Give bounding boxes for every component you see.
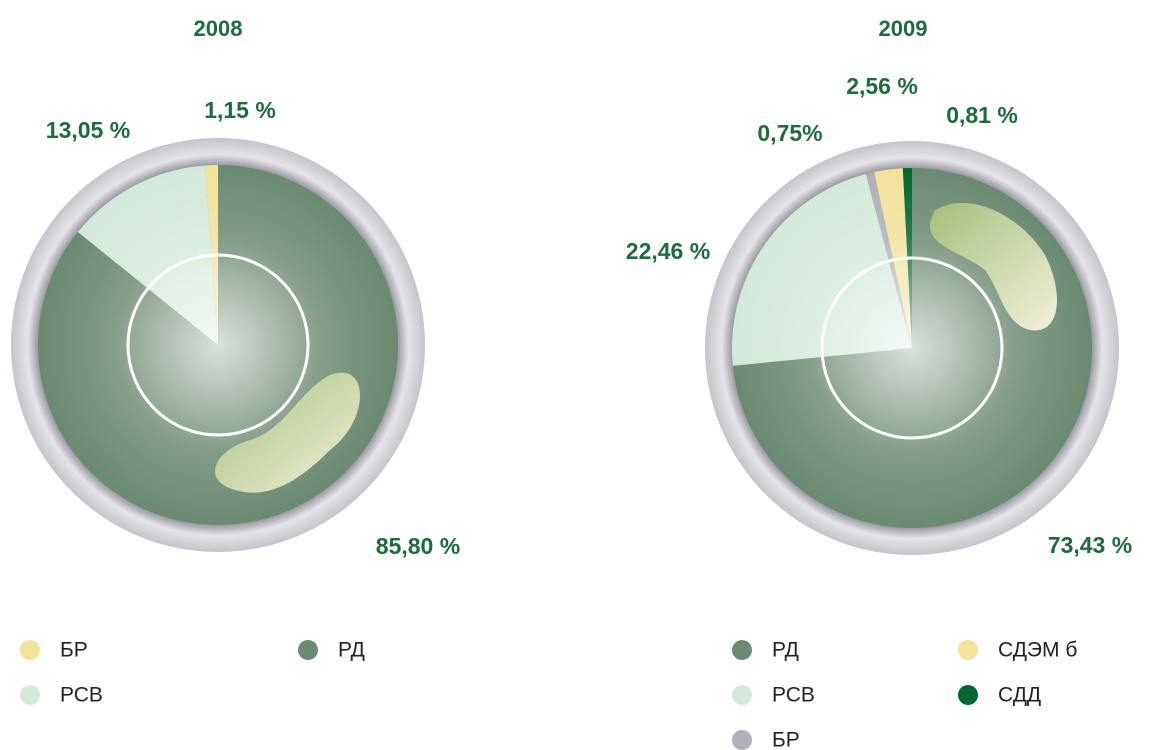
legend-swatch [958, 640, 978, 660]
legend-swatch [20, 640, 40, 660]
legend-swatch [732, 730, 752, 750]
value-label: 13,05 % [46, 117, 130, 143]
value-label: 22,46 % [626, 238, 710, 264]
legend-swatch [298, 640, 318, 660]
value-label: 2,56 % [846, 73, 918, 99]
legend-label: СДЭМ б [998, 639, 1077, 662]
value-label: 73,43 % [1048, 532, 1132, 558]
value-label: 0,81 % [946, 102, 1018, 128]
legend-swatch [732, 685, 752, 705]
inner-ring [820, 256, 1004, 440]
legend-swatch [732, 640, 752, 660]
legend-swatch [958, 685, 978, 705]
highlight [930, 202, 1057, 331]
pie-glow [732, 168, 1092, 528]
inner-ring [126, 253, 310, 437]
legend-label: РСВ [772, 684, 815, 707]
legend-label: БР [772, 729, 800, 750]
value-label: 1,15 % [204, 97, 276, 123]
value-label: 85,80 % [376, 533, 460, 559]
chart-title: 2008 [194, 16, 243, 41]
highlight [215, 372, 360, 493]
legend-label: СДД [998, 684, 1041, 707]
legend-swatch [20, 685, 40, 705]
legend-label: РД [338, 639, 365, 662]
chart-title: 2009 [879, 16, 928, 41]
legend-label: РД [772, 639, 799, 662]
legend-label: РСВ [60, 684, 103, 707]
legend-label: БР [60, 639, 88, 662]
value-label: 0,75% [757, 120, 822, 146]
